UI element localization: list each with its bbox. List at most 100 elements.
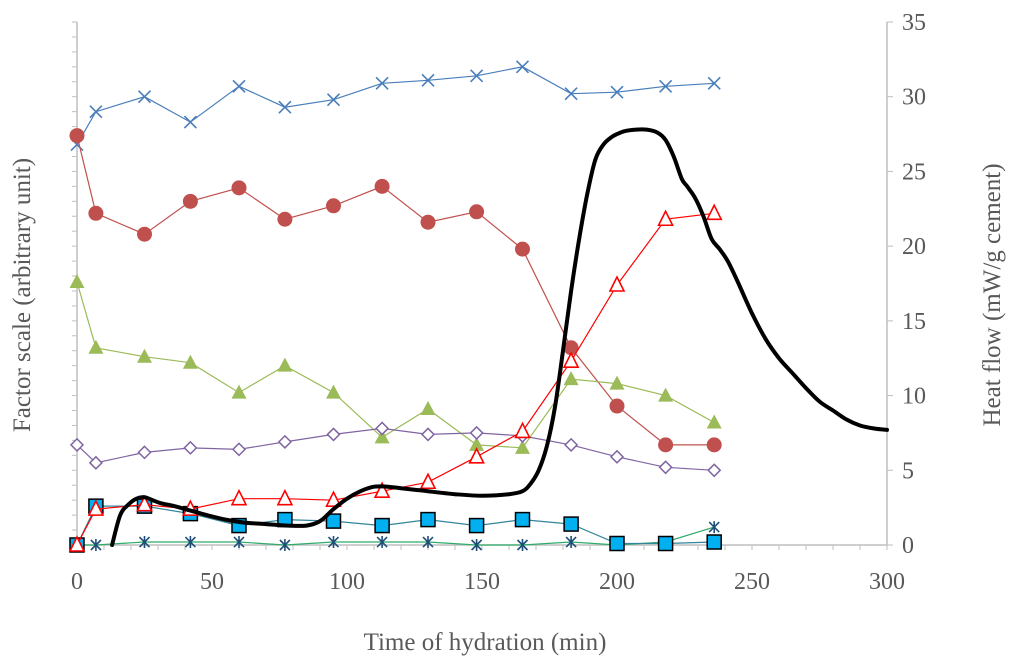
data-point <box>609 449 625 464</box>
right-y-tick-label: 25 <box>902 159 926 185</box>
data-point <box>658 387 674 402</box>
tick-labels: 0 50 100 150 200 250 300 0 5 10 15 20 25 30 35 <box>71 10 926 595</box>
data-point <box>562 351 580 369</box>
data-point <box>469 436 485 451</box>
data-point <box>563 371 579 386</box>
data-point <box>376 536 388 549</box>
data-point <box>707 463 722 478</box>
data-point <box>137 348 152 363</box>
x-tick-label: 0 <box>71 569 83 595</box>
data-point <box>137 445 152 460</box>
data-point <box>87 499 105 516</box>
data-point <box>137 90 152 104</box>
data-point <box>469 425 484 440</box>
data-point <box>277 357 293 372</box>
right-y-tick-label: 35 <box>902 10 926 36</box>
data-point <box>469 204 485 220</box>
data-point <box>659 79 673 93</box>
data-point <box>706 534 722 550</box>
data-point <box>233 536 245 549</box>
data-point <box>278 100 292 114</box>
factor-series-2 <box>69 128 722 453</box>
heat-flow-curve <box>110 127 889 547</box>
data-point <box>374 517 390 534</box>
data-point <box>326 427 341 442</box>
data-point <box>374 178 390 194</box>
data-point <box>608 275 626 292</box>
data-point <box>89 105 103 119</box>
x-tick-label: 200 <box>599 569 635 595</box>
data-point <box>184 536 196 549</box>
data-point <box>563 516 579 532</box>
data-point <box>182 193 198 209</box>
data-point <box>657 209 674 227</box>
right-y-tick-label: 0 <box>902 533 914 559</box>
data-point <box>231 442 247 457</box>
data-point <box>564 437 579 452</box>
data-point <box>706 437 722 453</box>
data-point <box>136 494 153 512</box>
data-point <box>231 180 247 196</box>
data-point <box>326 93 341 107</box>
data-point <box>420 401 436 416</box>
axes <box>72 21 893 550</box>
data-point <box>325 490 342 507</box>
data-point <box>326 198 341 214</box>
right-y-tick-label: 30 <box>902 85 926 111</box>
data-point <box>373 481 391 499</box>
x-tick-label: 250 <box>734 569 770 595</box>
data-point <box>327 536 340 549</box>
data-point <box>609 375 625 390</box>
series-layer <box>68 60 723 553</box>
data-point <box>374 429 390 444</box>
data-point <box>420 427 436 442</box>
data-point <box>609 398 625 414</box>
data-point <box>375 76 389 90</box>
series-line <box>76 281 715 449</box>
data-point <box>90 539 102 551</box>
heat-flow-layer <box>110 127 889 547</box>
data-point <box>182 354 198 369</box>
factor-series-1 <box>70 60 721 152</box>
data-point <box>706 414 722 429</box>
data-point <box>565 536 577 549</box>
data-point <box>230 488 248 506</box>
data-point <box>276 488 294 506</box>
data-point <box>69 437 85 452</box>
data-point <box>658 437 674 453</box>
data-point <box>514 511 531 528</box>
data-point <box>69 274 85 289</box>
data-point <box>609 535 625 552</box>
data-point <box>326 384 341 399</box>
data-point <box>88 205 104 221</box>
data-point <box>470 69 484 83</box>
data-point <box>88 339 104 354</box>
data-point <box>277 434 292 449</box>
factor-series-3 <box>69 274 722 454</box>
right-y-tick-label: 20 <box>902 234 926 260</box>
left-y-axis-title: Factor scale (arbitrary unit) <box>9 158 36 432</box>
right-y-tick-label: 5 <box>902 458 914 484</box>
factor-series-4 <box>69 421 722 478</box>
data-point <box>563 340 579 356</box>
data-point <box>137 226 152 242</box>
data-point <box>515 60 530 74</box>
data-point <box>420 511 436 528</box>
data-point <box>325 513 342 529</box>
data-point <box>419 472 437 490</box>
data-point <box>277 211 293 227</box>
data-point <box>610 85 624 99</box>
data-point <box>232 79 246 93</box>
x-axis-title: Time of hydration (min) <box>364 629 607 656</box>
data-point <box>88 455 103 470</box>
data-point <box>69 128 85 144</box>
data-point <box>468 447 485 464</box>
data-point <box>375 421 390 436</box>
data-point <box>420 214 436 230</box>
data-point <box>421 73 435 87</box>
data-point <box>708 521 720 534</box>
data-point <box>657 535 674 552</box>
data-point <box>468 517 485 534</box>
data-point <box>514 421 531 439</box>
